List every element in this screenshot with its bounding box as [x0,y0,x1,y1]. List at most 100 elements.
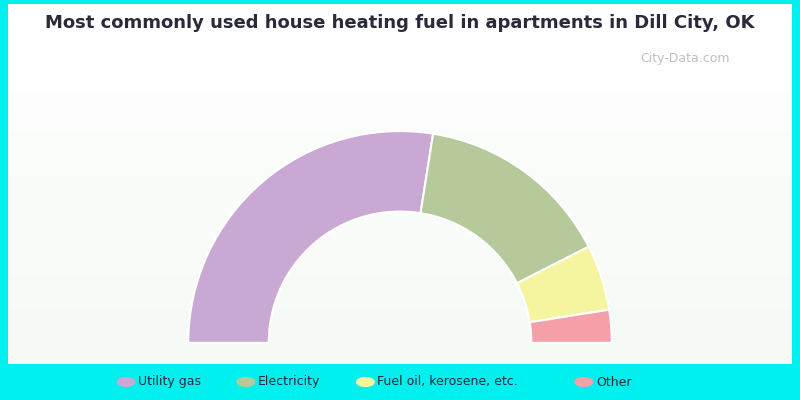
Bar [8,114,792,116]
Bar [8,263,792,265]
Bar [8,92,792,94]
Bar [8,87,792,89]
Bar [8,225,792,227]
Bar [8,171,792,173]
Bar [8,166,792,168]
Bar [8,315,792,317]
Bar [8,262,792,263]
Bar [8,306,792,308]
Bar [8,27,792,29]
Bar [8,96,792,98]
Bar [8,141,792,143]
Bar [8,272,792,274]
Bar [8,36,792,38]
Text: Utility gas: Utility gas [138,376,202,388]
Bar [8,98,792,99]
Bar [8,202,792,204]
Bar [8,22,792,24]
Bar [8,144,792,146]
Bar [8,51,792,53]
Bar [8,150,792,152]
Bar [8,229,792,231]
Bar [8,81,792,83]
Bar [8,139,792,141]
Bar [8,298,792,299]
Bar [8,310,792,312]
Text: Electricity: Electricity [258,376,320,388]
Bar [8,209,792,211]
Bar [8,335,792,337]
Bar [8,49,792,51]
Bar [8,308,792,310]
Bar [8,283,792,285]
Bar [8,175,792,177]
Bar [8,26,792,27]
Bar [8,285,792,286]
Bar [8,153,792,155]
Bar [8,290,792,292]
Bar [8,279,792,281]
Bar [8,13,792,15]
Bar [8,161,792,162]
Bar [8,250,792,252]
Bar [8,47,792,49]
Bar [8,337,792,339]
Bar [8,243,792,245]
Bar [8,118,792,119]
Bar [8,168,792,170]
Bar [8,33,792,34]
Wedge shape [530,310,612,343]
Bar [8,278,792,279]
Bar [8,38,792,40]
Bar [8,227,792,229]
Bar [8,148,792,150]
Bar [8,314,792,315]
Bar [8,72,792,74]
Bar [8,286,792,288]
Bar [8,106,792,108]
Bar [8,231,792,232]
Bar [8,62,792,64]
Bar [8,112,792,114]
Bar [8,265,792,267]
Wedge shape [188,131,433,343]
Bar [8,9,792,11]
Bar [8,247,792,249]
Bar [8,177,792,178]
Bar [8,240,792,242]
Bar [8,319,792,321]
Bar [8,54,792,56]
Bar [8,222,792,224]
Bar [8,170,792,171]
Bar [8,220,792,222]
Bar [8,137,792,139]
Bar [8,124,792,126]
Bar [8,322,792,324]
Bar [8,256,792,258]
Bar [8,63,792,65]
Bar [8,342,792,344]
Bar [8,267,792,269]
Bar [8,234,792,236]
Bar [8,121,792,123]
Bar [8,200,792,202]
Bar [8,4,792,6]
Bar [8,232,792,234]
Bar [8,195,792,196]
Bar [8,276,792,278]
Bar [8,134,792,135]
Bar [8,362,792,364]
Bar [8,350,792,351]
Bar [8,216,792,218]
Bar [8,180,792,182]
Bar [8,332,792,334]
Bar [8,11,792,13]
Bar [8,196,792,198]
Bar [8,357,792,358]
Bar [8,188,792,190]
Bar [8,258,792,260]
Bar [8,353,792,355]
Bar [8,101,792,103]
Bar [8,44,792,45]
Bar [8,214,792,216]
